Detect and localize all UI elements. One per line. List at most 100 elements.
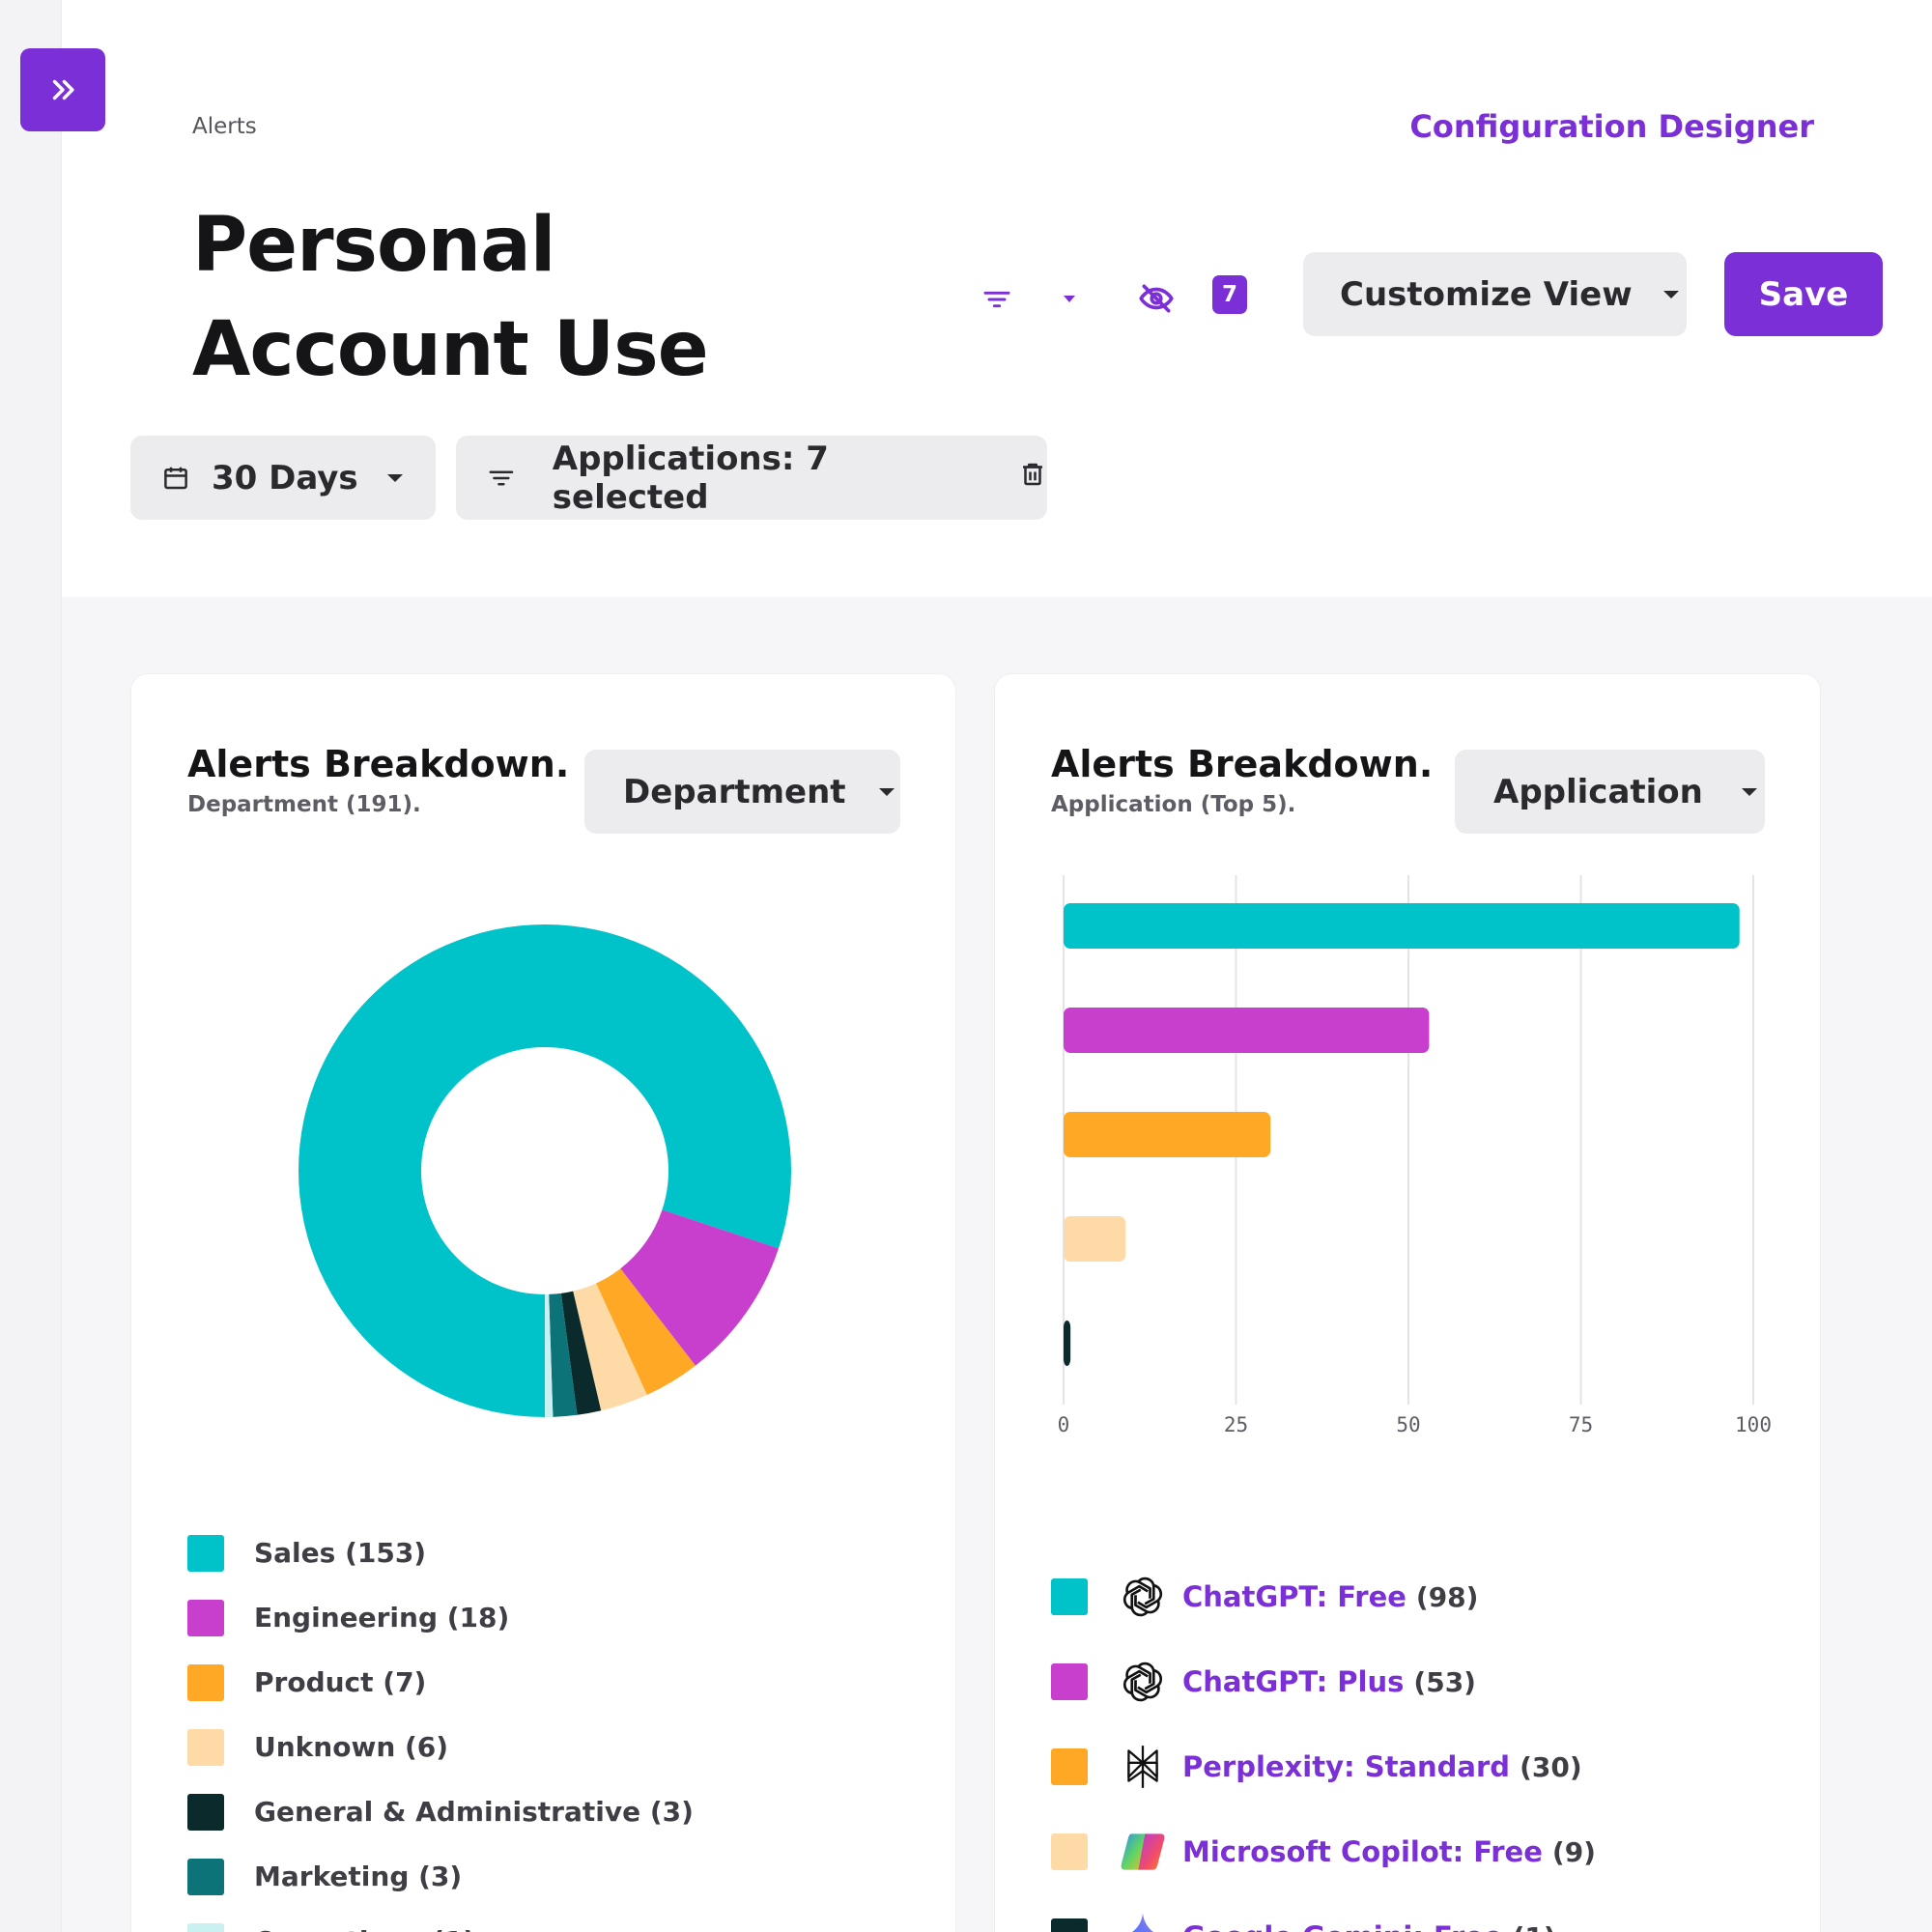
legend-swatch <box>1051 1663 1088 1700</box>
perplexity-logo-icon <box>1115 1739 1171 1795</box>
x-tick-label: 75 <box>1569 1413 1593 1436</box>
configuration-designer-link[interactable]: Configuration Designer <box>1409 108 1814 145</box>
breakdown-by-dropdown[interactable]: Application <box>1455 750 1765 834</box>
legend-swatch <box>187 1922 224 1932</box>
x-tick-label: 50 <box>1396 1413 1420 1436</box>
legend-swatch <box>187 1793 224 1831</box>
legend-swatch <box>1051 1918 1088 1932</box>
application-link[interactable]: ChatGPT: Plus <box>1182 1665 1405 1698</box>
applications-filter-label: Applications: 7 selected <box>552 439 829 517</box>
legend-label: Operations (1) <box>254 1925 475 1932</box>
caret-down-icon <box>386 473 403 482</box>
application-count: (98) <box>1415 1580 1479 1613</box>
legend-label: Unknown (6) <box>254 1731 449 1763</box>
legend-item: Perplexity: Standard (30) <box>1051 1724 1596 1809</box>
legend-item[interactable]: General & Administrative (3) <box>187 1779 694 1844</box>
openai-logo-icon <box>1115 1569 1171 1625</box>
card-subtitle: Application (Top 5). <box>1051 792 1296 817</box>
date-range-filter[interactable]: 30 Days <box>130 436 436 520</box>
legend-label: Sales (153) <box>254 1537 427 1569</box>
customize-view-dropdown[interactable]: Customize View <box>1303 252 1687 336</box>
legend-swatch <box>187 1534 224 1572</box>
donut-slice-general-administrative[interactable] <box>560 1291 602 1415</box>
filter-dropdown-button[interactable] <box>1052 282 1087 317</box>
legend-item[interactable]: Marketing (3) <box>187 1844 694 1909</box>
application-link[interactable]: ChatGPT: Free <box>1182 1580 1406 1613</box>
applications-filter[interactable]: Applications: 7 selected <box>456 436 1047 520</box>
card-title: Alerts Breakdown. <box>187 743 570 785</box>
application-bar-chart: 0 25 50 75 100 <box>1058 875 1772 1436</box>
application-breakdown-card: Alerts Breakdown. Application (Top 5). A… <box>994 673 1821 1932</box>
legend-item: Microsoft Copilot: Free (9) <box>1051 1809 1596 1894</box>
legend-item: ChatGPT: Free (98) <box>1051 1554 1596 1639</box>
dropdown-label: Department <box>623 772 846 811</box>
openai-logo-icon <box>1115 1654 1171 1710</box>
application-link[interactable]: Microsoft Copilot: Free <box>1182 1835 1543 1868</box>
department-breakdown-card: Alerts Breakdown. Department (191). Depa… <box>130 673 956 1932</box>
filter-button[interactable] <box>975 277 1019 322</box>
legend-item[interactable]: Engineering (18) <box>187 1585 694 1650</box>
legend-item: ChatGPT: Plus (53) <box>1051 1639 1596 1724</box>
filter-icon <box>489 470 514 485</box>
application-legend: ChatGPT: Free (98) ChatGPT: Plus (53) Perple… <box>1051 1554 1596 1932</box>
calendar-icon <box>164 467 187 489</box>
legend-swatch <box>187 1663 224 1701</box>
application-link[interactable]: Google Gemini: Free <box>1182 1920 1503 1932</box>
save-button[interactable]: Save <box>1724 252 1883 336</box>
page-title: Personal Account Use <box>192 202 709 393</box>
hidden-items-button[interactable] <box>1132 274 1180 323</box>
caret-down-icon <box>1741 787 1757 796</box>
expand-sidebar-button[interactable] <box>20 48 105 131</box>
bar-google-gemini-free[interactable] <box>1064 1321 1071 1366</box>
copilot-logo-icon <box>1115 1824 1171 1880</box>
application-count: (1) <box>1513 1921 1556 1932</box>
caret-down-icon <box>878 787 895 796</box>
x-tick-label: 0 <box>1058 1413 1070 1436</box>
breakdown-by-dropdown[interactable]: Department <box>584 750 900 834</box>
application-link[interactable]: Perplexity: Standard <box>1182 1750 1511 1783</box>
legend-swatch <box>187 1858 224 1895</box>
sidebar-rail <box>0 0 62 1932</box>
application-count: (30) <box>1520 1750 1582 1783</box>
gemini-logo-icon <box>1115 1909 1171 1932</box>
legend-swatch <box>187 1728 224 1766</box>
legend-swatch <box>1051 1578 1088 1615</box>
donut-slice-operations[interactable] <box>545 1293 554 1417</box>
legend-label: General & Administrative (3) <box>254 1796 694 1828</box>
legend-label: Engineering (18) <box>254 1602 510 1634</box>
application-count: (9) <box>1551 1835 1596 1868</box>
bar-chatgpt-plus[interactable] <box>1064 1008 1430 1053</box>
x-tick-label: 100 <box>1735 1413 1772 1436</box>
donut-slice-sales[interactable] <box>298 924 791 1417</box>
card-subtitle: Department (191). <box>187 792 421 817</box>
legend-label: Product (7) <box>254 1666 427 1698</box>
legend-swatch <box>1051 1833 1088 1870</box>
breadcrumb[interactable]: Alerts <box>192 114 257 139</box>
dropdown-label: Application <box>1493 772 1703 811</box>
legend-item[interactable]: Product (7) <box>187 1650 694 1715</box>
hidden-count-badge: 7 <box>1212 275 1247 314</box>
bar-microsoft-copilot-free[interactable] <box>1064 1216 1126 1262</box>
bar-perplexity-standard[interactable] <box>1064 1112 1271 1157</box>
donut-slice-product[interactable] <box>596 1268 696 1396</box>
legend-label: Marketing (3) <box>254 1861 463 1892</box>
application-count: (53) <box>1413 1665 1476 1698</box>
legend-item[interactable]: Unknown (6) <box>187 1715 694 1779</box>
bar-chatgpt-free[interactable] <box>1064 903 1740 949</box>
eye-off-icon <box>1139 284 1174 313</box>
legend-swatch <box>1051 1748 1088 1785</box>
legend-item: Google Gemini: Free (1) <box>1051 1894 1596 1932</box>
donut-slice-unknown[interactable] <box>573 1283 647 1411</box>
x-tick-label: 25 <box>1224 1413 1248 1436</box>
date-range-label: 30 Days <box>212 458 358 497</box>
donut-slice-engineering[interactable] <box>620 1209 779 1366</box>
department-donut-chart <box>298 924 791 1417</box>
card-title: Alerts Breakdown. <box>1051 743 1434 785</box>
trash-icon <box>1023 463 1042 485</box>
donut-slice-marketing[interactable] <box>549 1293 578 1417</box>
clear-filter-button[interactable] <box>1018 459 1047 497</box>
caret-down-icon <box>1064 296 1075 302</box>
legend-item[interactable]: Sales (153) <box>187 1520 694 1585</box>
filter-icon <box>983 291 1010 308</box>
legend-item[interactable]: Operations (1) <box>187 1909 694 1932</box>
